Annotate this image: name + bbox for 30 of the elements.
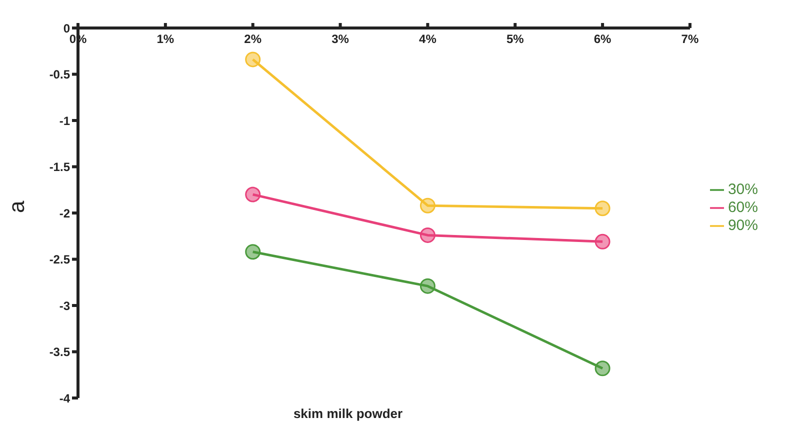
y-axis-title: a — [4, 200, 29, 213]
legend-label: 60% — [728, 199, 758, 216]
y-tick-label: -4 — [59, 391, 70, 406]
y-tick-label: -2.5 — [49, 252, 70, 267]
y-tick-label: -2 — [59, 206, 70, 220]
point — [245, 244, 261, 260]
y-tick-label: -3 — [59, 298, 70, 313]
x-tick-label: 3% — [332, 32, 350, 46]
point — [594, 234, 610, 250]
point — [245, 52, 261, 68]
x-tick-label: 2% — [244, 32, 262, 46]
point — [420, 227, 436, 243]
y-tick-label: -1.5 — [49, 160, 70, 174]
legend-label: 30% — [728, 181, 758, 198]
x-axis-title: skim milk powder — [292, 406, 404, 421]
x-tick-label: 6% — [594, 32, 612, 46]
y-tick-label: -1 — [59, 114, 70, 128]
x-tick-label: 4% — [419, 32, 437, 46]
point — [594, 200, 610, 216]
point — [594, 360, 610, 376]
point — [420, 198, 436, 214]
x-tick-label: 1% — [156, 32, 174, 46]
y-tick-label: -3.5 — [49, 345, 70, 360]
x-tick-label: 5% — [506, 32, 524, 46]
y-tick-label: 0 — [63, 21, 70, 36]
point — [420, 278, 436, 294]
legend-label: 90% — [728, 217, 758, 234]
point — [245, 186, 261, 202]
y-tick-label: -0.5 — [49, 68, 70, 82]
x-tick-label: 7% — [681, 32, 699, 46]
